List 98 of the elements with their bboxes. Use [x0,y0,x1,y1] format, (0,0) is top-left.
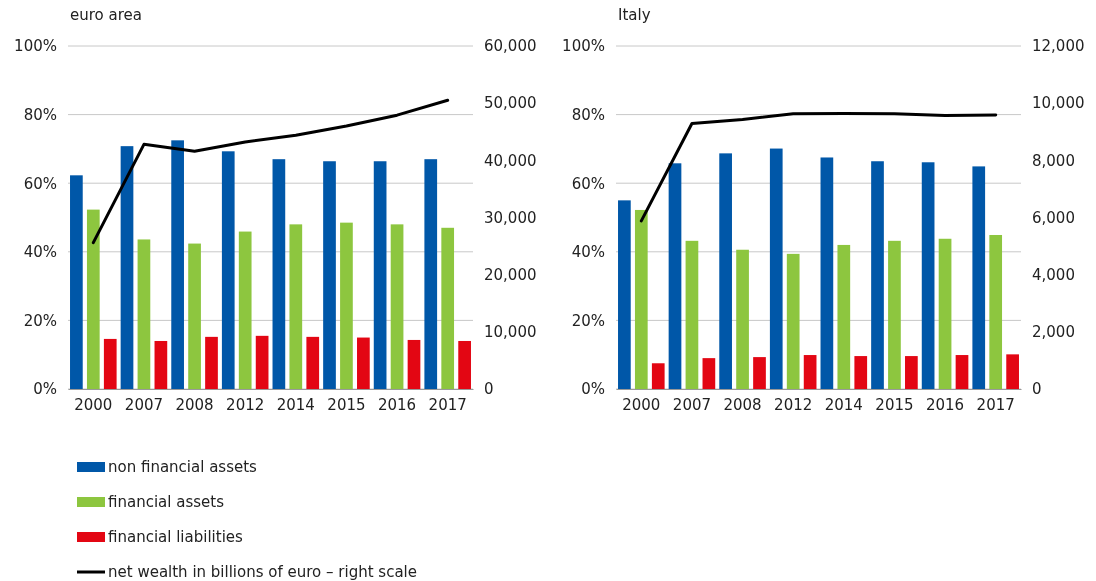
x-tick-label: 2008 [723,395,762,414]
y2-tick-label: 8,000 [1032,151,1075,170]
bar [458,340,471,389]
y-tick-label: 100% [562,37,605,56]
bar [86,209,100,389]
bar [441,227,455,389]
x-tick-label: 2014 [276,395,315,414]
bar [154,340,168,389]
y2-tick-label: 6,000 [1032,208,1075,227]
x-tick-label: 2012 [226,395,265,414]
x-tick-label: 2017 [976,395,1015,414]
bar [424,159,438,389]
x-tick-label: 2015 [875,395,914,414]
bar [238,231,252,389]
y2-tick-label: 4,000 [1032,265,1075,284]
x-tick-label: 2000 [622,395,661,414]
bar [103,338,117,389]
bar [753,357,766,389]
bar [618,200,631,389]
bar [719,153,732,389]
y2-tick-label: 10,000 [484,323,537,342]
y-tick-label: 40% [23,243,57,262]
bar [205,336,218,389]
y2-tick-label: 0 [484,380,494,399]
bar [634,209,648,389]
y-tick-label: 20% [23,311,57,330]
bar [651,363,665,389]
bar [255,335,269,389]
bar [786,253,800,389]
x-tick-label: 2007 [124,395,164,414]
x-tick-label: 2014 [824,395,863,414]
y2-tick-label: 20,000 [484,265,537,284]
bar [736,249,749,389]
y2-tick-label: 60,000 [484,37,537,56]
bar [70,175,83,389]
bar [871,161,884,389]
legend-label: financial assets [108,493,225,511]
bar [373,161,387,389]
bar [905,356,918,389]
line-series [639,111,998,223]
bar [668,163,682,389]
bar [272,159,286,389]
y-tick-label: 80% [23,105,57,124]
bar [921,162,935,389]
legend-label: financial liabilities [108,528,244,546]
x-tick-label: 2017 [428,395,467,414]
bar [837,244,851,389]
bar [221,151,235,389]
bar [306,336,320,389]
y-tick-label: 0% [33,380,57,399]
y2-tick-label: 12,000 [1032,37,1085,56]
bar [407,339,421,389]
bar [188,243,201,389]
bar [820,157,834,389]
bar [340,222,353,389]
x-tick-label: 2012 [774,395,813,414]
y2-tick-label: 50,000 [484,94,537,113]
x-tick-label: 2000 [74,395,113,414]
y2-tick-label: 2,000 [1032,323,1075,342]
x-tick-label: 2015 [327,395,366,414]
y-tick-label: 40% [571,243,605,262]
bar [888,240,901,389]
x-tick-label: 2016 [377,395,417,414]
chart-title: euro area [70,6,142,24]
y2-tick-label: 10,000 [1032,94,1085,113]
bar [120,146,134,389]
bar [323,161,336,389]
y-tick-label: 20% [571,311,605,330]
bar [769,148,783,389]
y-tick-label: 80% [571,105,605,124]
bar [972,166,986,389]
x-tick-label: 2007 [672,395,712,414]
chart-title: Italy [618,6,651,24]
y2-tick-label: 30,000 [484,208,537,227]
legend-label: net wealth in billions of euro – right scale [108,563,417,581]
x-tick-label: 2016 [925,395,965,414]
bar [390,224,404,389]
line-series [91,98,450,245]
bar [955,355,969,389]
bar [702,358,716,389]
y-tick-label: 60% [571,174,605,193]
y2-tick-label: 0 [1032,380,1042,399]
bar [1006,354,1019,389]
bar [938,238,952,389]
bar [685,240,699,389]
y-tick-label: 0% [581,380,605,399]
bar [854,356,868,389]
x-tick-label: 2008 [175,395,214,414]
y2-tick-label: 40,000 [484,151,537,170]
legend-label: non financial assets [108,458,258,476]
bar [803,355,817,389]
bar [137,239,151,389]
y-tick-label: 100% [14,37,57,56]
bar [989,234,1003,389]
bar [357,337,370,389]
y-tick-label: 60% [23,174,57,193]
bar [289,224,303,389]
bar [171,140,184,389]
